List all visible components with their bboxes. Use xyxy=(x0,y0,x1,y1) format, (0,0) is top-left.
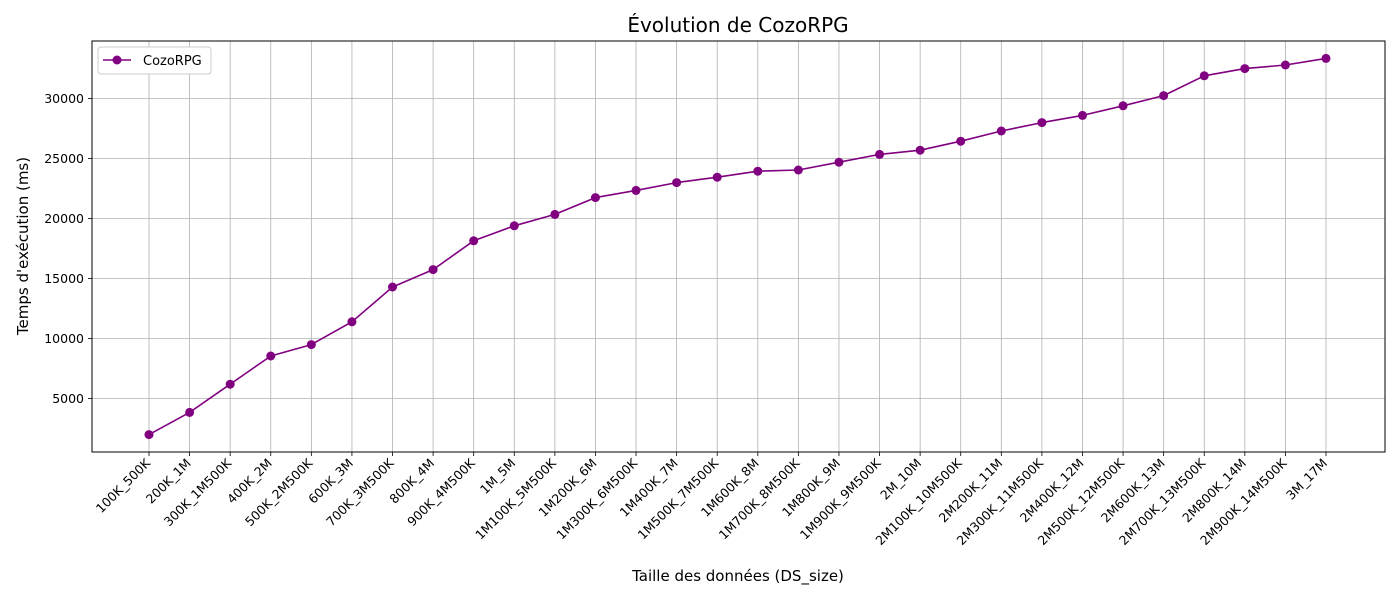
data-point xyxy=(1321,53,1331,63)
legend: CozoRPG xyxy=(97,46,212,75)
data-point xyxy=(712,172,722,182)
data-point xyxy=(1280,60,1290,70)
data-point xyxy=(915,145,925,155)
x-tick-label: 3M_17M xyxy=(1283,456,1330,503)
grid-lines xyxy=(92,41,1385,452)
data-point xyxy=(1077,110,1087,120)
data-point xyxy=(509,221,519,231)
data-point xyxy=(266,351,276,361)
x-axis-label: Taille des données (DS_size) xyxy=(631,567,844,586)
legend-series-marker xyxy=(112,55,122,65)
data-point xyxy=(631,185,641,195)
y-tick-label: 20000 xyxy=(44,211,84,226)
data-point xyxy=(956,136,966,146)
data-point xyxy=(1118,101,1128,111)
series-line xyxy=(148,57,1327,436)
data-point xyxy=(225,379,235,389)
x-tick-label: 100K_500K xyxy=(93,455,154,516)
y-tick-label: 25000 xyxy=(44,151,84,166)
data-point xyxy=(753,166,763,176)
data-point xyxy=(672,178,682,188)
y-tick-label: 15000 xyxy=(44,271,84,286)
data-point xyxy=(306,340,316,350)
data-point xyxy=(1240,64,1250,74)
legend-box xyxy=(97,46,212,75)
plot-area xyxy=(144,53,1331,440)
data-point xyxy=(996,126,1006,136)
legend-series-label: CozoRPG xyxy=(143,54,202,69)
y-tick-label: 30000 xyxy=(44,91,84,106)
data-point xyxy=(550,209,560,219)
data-point xyxy=(793,165,803,175)
data-point xyxy=(1199,71,1209,81)
data-point xyxy=(347,317,357,327)
data-point xyxy=(875,149,885,159)
data-point xyxy=(185,407,195,417)
data-point xyxy=(590,193,600,203)
data-point xyxy=(388,282,398,292)
data-point xyxy=(1037,118,1047,128)
data-point xyxy=(469,236,479,246)
data-point xyxy=(1159,91,1169,101)
y-axis-label: Temps d'exécution (ms) xyxy=(14,157,32,336)
axes: 100K_500K200K_1M300K_1M500K400K_2M500K_2… xyxy=(44,40,1386,548)
chart-title: Évolution de CozoRPG xyxy=(627,13,848,37)
y-tick-label: 5000 xyxy=(52,391,84,406)
data-point xyxy=(834,157,844,167)
y-tick-label: 10000 xyxy=(44,331,84,346)
plot-frame xyxy=(91,40,1386,453)
data-point xyxy=(144,430,154,440)
data-point xyxy=(428,265,438,275)
